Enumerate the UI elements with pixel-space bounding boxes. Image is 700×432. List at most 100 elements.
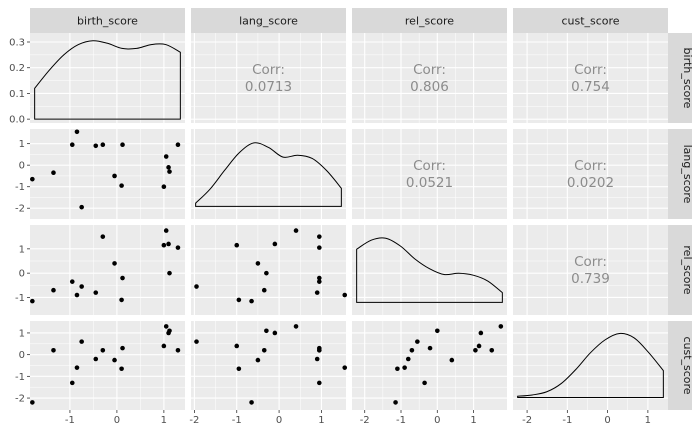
corr-value: 0.739	[571, 271, 610, 287]
x-tick-label: -1	[232, 415, 242, 426]
scatter-point	[51, 170, 56, 176]
top-strip	[352, 8, 507, 33]
scatter-point	[476, 343, 482, 349]
scatter-point	[166, 165, 171, 170]
density-curve-birth_score	[34, 40, 181, 120]
scatter-point	[422, 380, 427, 386]
scatter-point	[166, 241, 171, 247]
scatter-point	[175, 245, 181, 250]
scatter-point	[79, 204, 84, 210]
corr-value: 0.806	[410, 79, 449, 95]
density-curve-rel_score	[356, 237, 503, 303]
top-strip	[191, 8, 346, 33]
corr-label: Corr:	[413, 62, 446, 78]
panel-background	[30, 225, 185, 315]
scatter-point	[69, 380, 75, 386]
right-strip	[668, 33, 692, 123]
right-strip-label: rel_score	[681, 245, 694, 294]
scatter-point	[175, 348, 181, 353]
scatter-point	[163, 154, 169, 159]
x-tick-label: -1	[562, 415, 572, 426]
panel-background	[513, 33, 668, 123]
scatter-point	[478, 330, 484, 336]
x-tick-label: -2	[522, 415, 532, 426]
y-tick-label: 0.3	[9, 38, 25, 49]
scatter-point	[30, 400, 35, 405]
scatter-point	[194, 284, 199, 289]
scatter-point	[167, 328, 172, 334]
scatter-point	[317, 380, 322, 386]
scatter-point	[393, 400, 398, 405]
corr-value: 0.0521	[406, 175, 453, 191]
scatter-point	[119, 366, 124, 372]
corr-label: Corr:	[252, 62, 285, 78]
scatter-point	[435, 328, 440, 334]
scatter-point	[255, 357, 261, 363]
scatter-point	[415, 339, 420, 344]
top-strip-label: rel_score	[405, 15, 454, 28]
top-strip-label: cust_score	[561, 15, 619, 28]
scatter-point	[51, 287, 56, 293]
x-tick-label: 1	[161, 415, 167, 426]
scatter-point	[317, 275, 322, 281]
scatter-point	[93, 356, 99, 362]
scatter-point	[449, 357, 455, 363]
y-tick-label: -2	[15, 394, 25, 405]
scatter-point	[498, 324, 504, 329]
scatter-point	[74, 365, 80, 370]
scatter-point	[314, 356, 320, 362]
scatter-point	[93, 143, 99, 149]
scatter-point	[236, 366, 242, 372]
scatter-point	[272, 241, 278, 247]
scatter-point	[161, 242, 167, 248]
y-tick-label: 1	[19, 328, 25, 339]
panel-background	[191, 129, 346, 219]
panel-background	[513, 129, 668, 219]
x-tick-label: 0	[434, 415, 440, 426]
top-strip-label: lang_score	[239, 15, 298, 28]
panel-background	[191, 33, 346, 123]
scatter-point	[264, 270, 269, 276]
scatter-point	[194, 339, 199, 344]
y-tick-label: 0.0	[9, 115, 25, 126]
scatter-point	[489, 348, 495, 353]
scatter-point	[163, 228, 169, 233]
y-tick-label: -1	[15, 372, 25, 383]
scatter-point	[293, 324, 299, 329]
scatter-point	[119, 297, 124, 303]
scatter-point	[120, 275, 125, 281]
x-tick-label: 0	[114, 415, 120, 426]
x-tick-label: -1	[396, 415, 406, 426]
scatter-point	[317, 234, 322, 239]
y-tick-label: 1	[19, 139, 25, 150]
scatter-point	[74, 292, 80, 298]
panel-background	[513, 225, 668, 315]
top-strip	[30, 8, 185, 33]
scatter-point	[314, 290, 320, 295]
y-tick-label: 0	[19, 269, 25, 280]
top-strip-label: birth_score	[77, 15, 138, 28]
scatter-point	[293, 228, 299, 233]
y-tick-label: -1	[15, 293, 25, 304]
panel-background	[352, 129, 507, 219]
y-tick-label: 0	[19, 161, 25, 172]
corr-label: Corr:	[574, 62, 607, 78]
right-strip	[668, 129, 692, 219]
right-strip-label: birth_score	[681, 48, 694, 109]
y-tick-label: -1	[15, 182, 25, 193]
density-curve-lang_score	[195, 142, 342, 207]
scatter-point	[317, 279, 322, 284]
scatter-point	[112, 357, 117, 363]
y-tick-label: 1	[19, 244, 25, 255]
scatter-point	[79, 339, 84, 344]
x-tick-label: 1	[645, 415, 651, 426]
scatter-point	[317, 245, 322, 250]
corr-label: Corr:	[413, 158, 446, 174]
scatter-point	[409, 348, 415, 353]
x-tick-label: 0	[604, 415, 610, 426]
scatter-point	[30, 176, 35, 182]
scatter-point	[74, 129, 80, 135]
scatter-point	[161, 184, 167, 190]
scatter-point	[395, 366, 400, 372]
scatter-point	[255, 261, 261, 266]
